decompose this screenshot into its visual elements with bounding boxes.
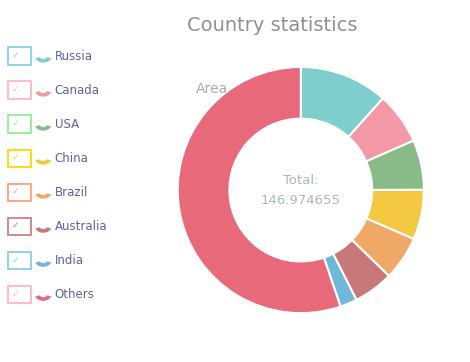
Text: Canada: Canada bbox=[55, 84, 100, 97]
Wedge shape bbox=[352, 218, 414, 276]
Wedge shape bbox=[178, 67, 340, 313]
Text: Australia: Australia bbox=[55, 220, 107, 233]
Text: ✓: ✓ bbox=[11, 51, 19, 60]
Wedge shape bbox=[366, 190, 424, 239]
Text: India: India bbox=[55, 254, 84, 267]
Text: ✓: ✓ bbox=[11, 222, 19, 230]
Text: ✓: ✓ bbox=[11, 290, 19, 298]
Text: Brazil: Brazil bbox=[55, 186, 88, 199]
Text: USA: USA bbox=[55, 118, 78, 131]
Text: ✓: ✓ bbox=[11, 119, 19, 128]
Wedge shape bbox=[366, 141, 424, 190]
Wedge shape bbox=[348, 98, 414, 161]
Text: ✓: ✓ bbox=[11, 153, 19, 162]
Text: Russia: Russia bbox=[55, 50, 93, 63]
Wedge shape bbox=[333, 240, 389, 300]
Text: Others: Others bbox=[55, 288, 94, 301]
Text: Total:
146.974655: Total: 146.974655 bbox=[261, 173, 341, 207]
Text: ✓: ✓ bbox=[11, 256, 19, 264]
Text: China: China bbox=[55, 152, 88, 165]
Text: ✓: ✓ bbox=[11, 188, 19, 196]
Wedge shape bbox=[324, 254, 356, 307]
Text: ✓: ✓ bbox=[11, 85, 19, 94]
Text: Area: Area bbox=[196, 82, 228, 96]
Wedge shape bbox=[301, 67, 383, 137]
Text: Country statistics: Country statistics bbox=[188, 16, 358, 35]
